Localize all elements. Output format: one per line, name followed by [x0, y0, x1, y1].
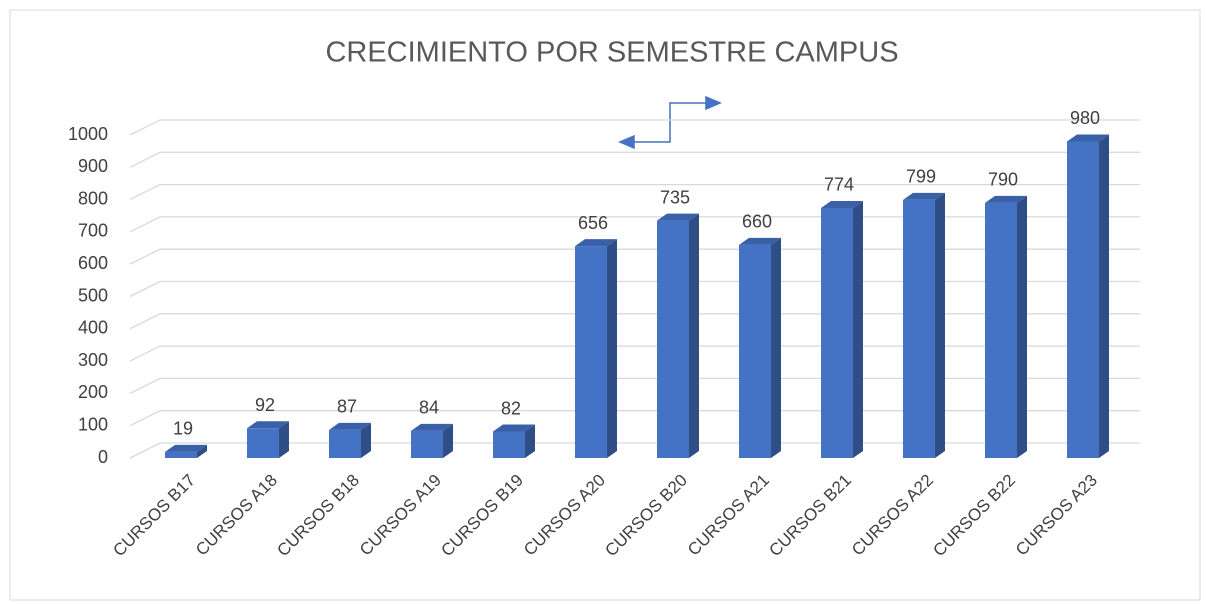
bar-side [1099, 134, 1109, 458]
bar-front [411, 430, 443, 458]
value-label: 735 [660, 187, 690, 207]
connector-arrow [618, 95, 722, 150]
bar-front [493, 431, 525, 458]
bar-top [903, 192, 945, 200]
bar-front [247, 428, 279, 458]
bar-top [165, 444, 207, 452]
value-label: 656 [578, 213, 608, 233]
bar-side [689, 213, 699, 458]
value-label: 87 [337, 397, 357, 417]
bar [739, 237, 781, 458]
value-label: 799 [906, 167, 936, 187]
bar [903, 192, 945, 458]
bar-front [165, 451, 197, 458]
grid-line [129, 410, 1140, 427]
bar-front [1067, 141, 1099, 458]
value-label: 84 [419, 398, 439, 418]
chart-title: CRECIMIENTO POR SEMESTRE CAMPUS [325, 37, 898, 69]
y-tick-label: 0 [98, 447, 108, 467]
bar [575, 239, 617, 458]
bar-side [1017, 195, 1027, 458]
bar [821, 200, 863, 459]
bar-top [1067, 134, 1109, 142]
grid-line [129, 442, 1140, 459]
value-label: 980 [1070, 108, 1100, 128]
value-label: 660 [742, 212, 772, 232]
bar-side [279, 421, 289, 458]
value-label: 790 [988, 170, 1018, 190]
grid-line [129, 216, 1140, 233]
bar-side [771, 237, 781, 458]
grid-line [129, 377, 1140, 394]
y-tick-label: 300 [78, 350, 108, 370]
y-tick-label: 400 [78, 318, 108, 338]
y-tick-label: 100 [78, 414, 108, 434]
bar-top [821, 200, 863, 208]
bar [329, 422, 371, 458]
bar-top [411, 423, 453, 431]
y-tick-label: 600 [78, 253, 108, 273]
value-label: 19 [173, 419, 193, 439]
bar-side [197, 444, 207, 458]
bar [411, 423, 453, 458]
bar-top [575, 239, 617, 247]
y-tick-label: 200 [78, 382, 108, 402]
y-tick-label: 500 [78, 285, 108, 305]
bar-top [493, 424, 535, 432]
bar-side [607, 239, 617, 458]
bar-side [853, 200, 863, 459]
value-label: 92 [255, 395, 275, 415]
bar-front [657, 220, 689, 458]
grid-line [129, 313, 1140, 330]
grid-line [129, 345, 1140, 362]
bar [985, 195, 1027, 458]
value-label: 774 [824, 175, 854, 195]
bar-side [935, 192, 945, 458]
y-tick-label: 800 [78, 188, 108, 208]
bar-front [329, 429, 361, 458]
y-tick-label: 1000 [68, 124, 108, 144]
y-tick-label: 700 [78, 221, 108, 241]
grid-line [129, 280, 1140, 298]
y-tick-label: 900 [78, 156, 108, 176]
bar [1067, 134, 1109, 458]
bar-top [657, 213, 699, 221]
bar [493, 424, 535, 458]
bar-top [247, 421, 289, 429]
grid-line [129, 248, 1140, 265]
grid-line [129, 183, 1140, 201]
grid-line [129, 119, 1140, 136]
bar-top [739, 237, 781, 245]
bar [165, 444, 207, 458]
bar-front [821, 207, 853, 458]
bar-front [575, 246, 607, 458]
grid-line [129, 151, 1140, 168]
bar-front [903, 199, 935, 458]
bar-side [361, 422, 371, 458]
bar-front [985, 202, 1017, 458]
bar-side [525, 424, 535, 458]
bar [657, 213, 699, 458]
bar-front [739, 244, 771, 458]
value-label: 82 [501, 398, 521, 418]
bar-top [329, 422, 371, 430]
bar [247, 421, 289, 458]
bar-side [443, 423, 453, 458]
bar-top [985, 195, 1027, 203]
